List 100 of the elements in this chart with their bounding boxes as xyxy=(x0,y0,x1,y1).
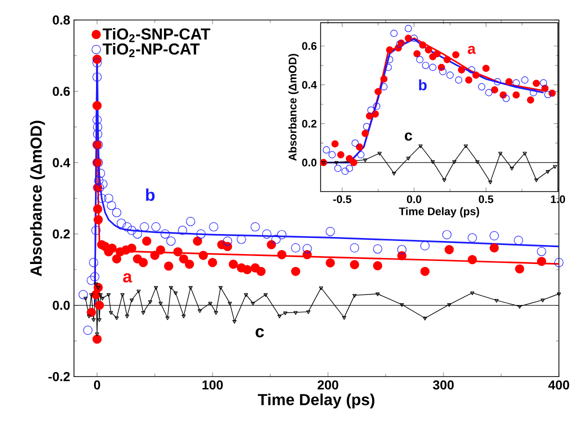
point xyxy=(98,293,103,297)
point xyxy=(242,265,252,274)
point xyxy=(130,298,134,302)
point xyxy=(334,161,339,165)
point xyxy=(179,254,188,264)
point xyxy=(125,314,130,318)
point xyxy=(439,68,446,76)
y-tick-label: 0.2 xyxy=(302,120,316,128)
point xyxy=(184,260,194,269)
point xyxy=(468,66,476,74)
point xyxy=(277,250,286,260)
point xyxy=(165,316,170,320)
point xyxy=(536,246,546,256)
point xyxy=(322,146,330,154)
point xyxy=(222,242,232,252)
point xyxy=(455,76,462,84)
point xyxy=(93,130,102,139)
point xyxy=(331,140,339,148)
x-axis-title: Time Delay (ps) xyxy=(258,394,374,408)
point xyxy=(95,332,100,336)
point xyxy=(442,178,446,182)
point xyxy=(352,294,357,298)
point xyxy=(420,266,430,276)
point xyxy=(419,41,426,49)
point xyxy=(160,229,170,239)
point xyxy=(526,96,534,104)
point xyxy=(151,222,161,232)
point xyxy=(386,56,394,64)
point xyxy=(127,244,136,253)
point xyxy=(514,236,524,246)
point xyxy=(108,311,113,315)
point xyxy=(94,215,103,224)
legend-label: TiO$_{2}$-SNP-CAT xyxy=(102,28,210,42)
point xyxy=(244,293,248,297)
point xyxy=(470,292,474,296)
x-tick-label: -0.5 xyxy=(333,195,352,204)
x-tick-label: 400 xyxy=(548,380,570,390)
point xyxy=(363,158,368,162)
point xyxy=(494,299,499,303)
y-tick-label: 0.0 xyxy=(302,158,316,166)
point xyxy=(222,236,232,246)
point xyxy=(554,258,564,268)
point xyxy=(505,78,513,86)
point xyxy=(116,218,126,228)
point xyxy=(94,300,104,310)
point xyxy=(544,91,552,98)
point xyxy=(96,168,106,178)
point xyxy=(326,226,335,236)
point xyxy=(510,166,514,171)
point xyxy=(277,230,286,240)
point xyxy=(372,110,379,118)
x-tick-label: 0.5 xyxy=(478,195,494,204)
point xyxy=(98,179,108,189)
point xyxy=(392,172,396,176)
point xyxy=(430,160,435,164)
x-tick-label: 300 xyxy=(432,380,454,390)
point xyxy=(357,151,364,158)
x-tick-label: 200 xyxy=(318,380,338,390)
point xyxy=(86,314,92,318)
point xyxy=(444,245,454,254)
point xyxy=(490,243,499,253)
y-tick-label: 0.4 xyxy=(52,158,70,168)
point xyxy=(491,86,498,94)
point xyxy=(106,200,116,210)
point xyxy=(468,233,477,243)
point xyxy=(530,89,538,96)
point xyxy=(236,234,246,244)
point xyxy=(214,311,218,315)
point xyxy=(182,314,186,318)
y-axis-title: Absorbance (ΔmOD) xyxy=(288,54,299,161)
point xyxy=(452,160,456,164)
point xyxy=(138,258,148,268)
point xyxy=(302,244,312,254)
point xyxy=(541,84,549,92)
point xyxy=(424,46,432,54)
point xyxy=(438,64,446,72)
point xyxy=(374,88,382,96)
point xyxy=(178,226,188,236)
point xyxy=(420,241,430,250)
point xyxy=(188,286,193,290)
point xyxy=(174,292,178,296)
point xyxy=(192,236,202,246)
point xyxy=(114,316,119,320)
point xyxy=(92,58,102,68)
point xyxy=(97,194,106,203)
point xyxy=(186,216,196,226)
point xyxy=(127,226,136,236)
x-axis-title: Time Delay (ps) xyxy=(398,207,480,218)
point xyxy=(93,122,102,132)
point xyxy=(422,316,428,321)
point xyxy=(475,160,480,164)
point xyxy=(390,30,398,38)
point xyxy=(122,222,132,232)
point xyxy=(434,50,441,58)
point xyxy=(291,243,300,253)
point xyxy=(150,250,160,260)
point xyxy=(86,308,96,318)
point xyxy=(380,75,388,83)
point xyxy=(120,293,125,297)
point xyxy=(283,311,288,316)
